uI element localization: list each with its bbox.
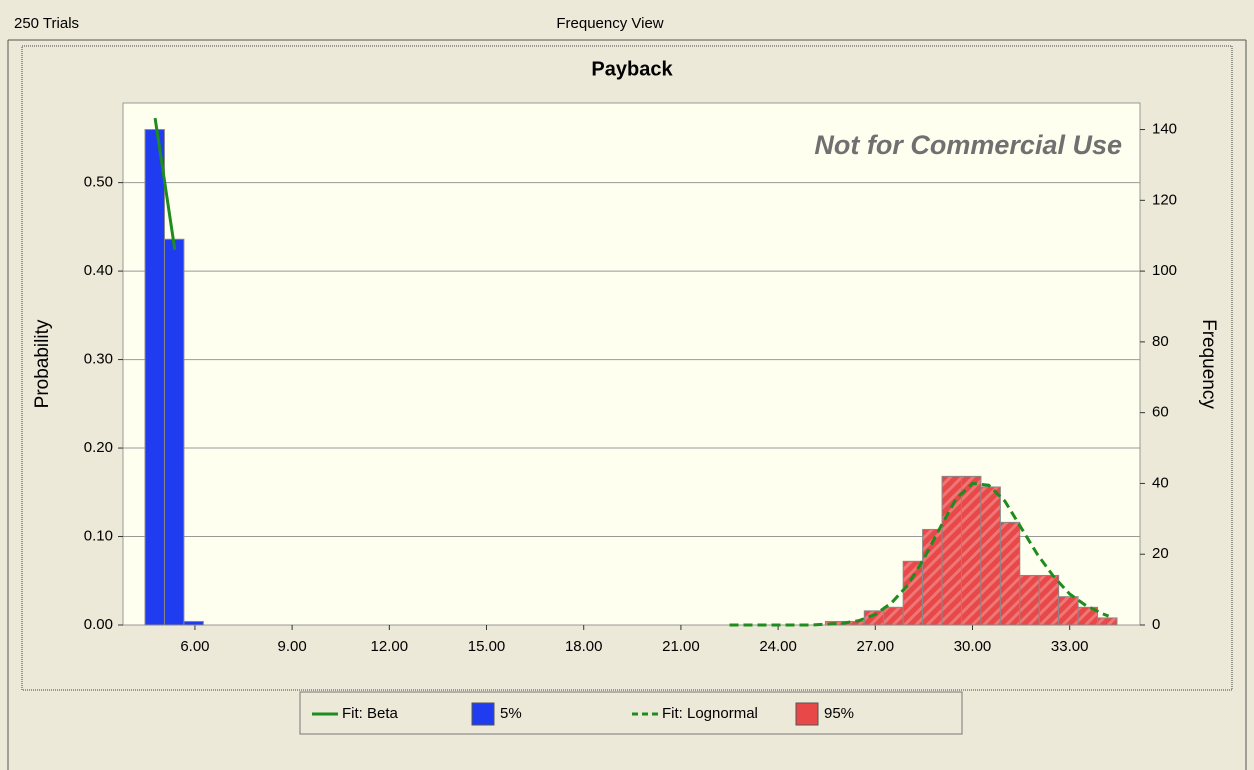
histogram-bar: [980, 486, 1001, 626]
chart-title: Payback: [591, 58, 673, 80]
histogram-bar: [863, 610, 885, 626]
y2-tick-label: 0: [1152, 616, 1160, 633]
histogram-bar: [1038, 574, 1060, 626]
y2-tick-label: 20: [1152, 545, 1169, 562]
y-tick-label: 0.10: [84, 527, 113, 544]
view-label: Frequency View: [556, 15, 663, 32]
y-axis-title: Probability: [32, 319, 53, 408]
legend-label: 95%: [824, 705, 854, 722]
fit-line: [729, 481, 1110, 627]
legend-label: Fit: Lognormal: [662, 705, 758, 722]
y-tick-label: 0.00: [84, 616, 113, 633]
y-tick-label: 0.30: [84, 351, 113, 368]
histogram-bar: [163, 238, 185, 626]
fit-line: [153, 117, 177, 251]
histogram-bar: [1077, 606, 1099, 626]
y2-tick-label: 140: [1152, 121, 1177, 138]
x-tick-label: 21.00: [662, 638, 700, 655]
y-tick-label: 0.50: [84, 174, 113, 191]
histogram-bar: [999, 521, 1021, 626]
legend-label: 5%: [500, 705, 522, 722]
y-tick-label: 0.20: [84, 439, 113, 456]
y-tick-label: 0.40: [84, 262, 113, 279]
x-tick-label: 33.00: [1051, 638, 1089, 655]
y2-tick-label: 60: [1152, 404, 1169, 421]
x-tick-label: 24.00: [759, 638, 797, 655]
histogram-bar: [1097, 617, 1118, 626]
x-tick-label: 12.00: [371, 638, 409, 655]
x-tick-label: 30.00: [954, 638, 992, 655]
histogram-bar: [960, 475, 982, 626]
x-tick-label: 6.00: [180, 638, 209, 655]
y2-tick-label: 80: [1152, 333, 1169, 350]
histogram-bar: [941, 475, 962, 626]
y2-axis-title: Frequency: [1198, 319, 1219, 409]
watermark: Not for Commercial Use: [814, 130, 1122, 160]
histogram-bar: [902, 560, 924, 626]
legend-label: Fit: Beta: [342, 705, 399, 722]
histogram-bar: [183, 620, 204, 626]
x-tick-label: 18.00: [565, 638, 603, 655]
x-tick-label: 15.00: [468, 638, 506, 655]
y2-tick-label: 100: [1152, 262, 1177, 279]
histogram-bar: [1019, 574, 1040, 626]
histogram-bar: [144, 129, 165, 626]
histogram-bar: [883, 606, 904, 626]
legend: [299, 691, 963, 735]
legend-swatch: [471, 702, 495, 726]
y2-tick-label: 120: [1152, 191, 1177, 208]
trials-label: 250 Trials: [14, 15, 79, 32]
x-tick-label: 27.00: [857, 638, 895, 655]
y2-tick-label: 40: [1152, 474, 1169, 491]
histogram-bar: [1058, 596, 1079, 626]
x-tick-label: 9.00: [278, 638, 307, 655]
legend-swatch: [795, 702, 819, 726]
